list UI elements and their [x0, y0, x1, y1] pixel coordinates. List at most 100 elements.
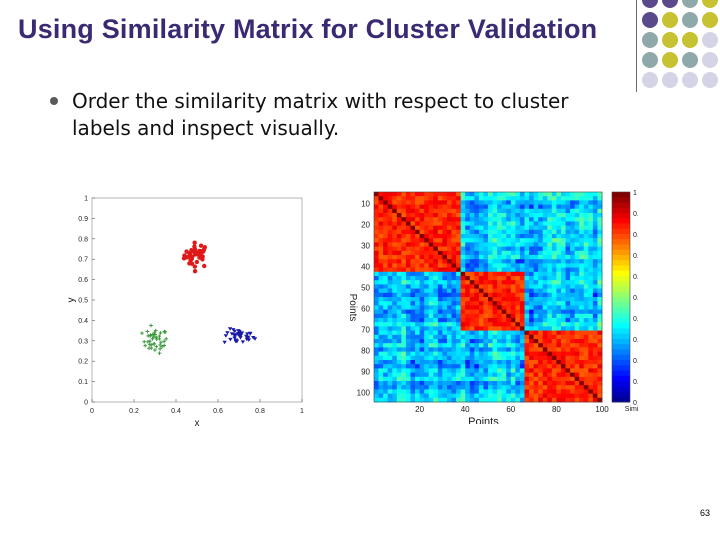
heatmap-cell — [446, 368, 452, 373]
heatmap-cell — [574, 301, 580, 306]
heatmap-cell — [469, 200, 475, 205]
heatmap-cell — [428, 393, 434, 399]
deco-dot — [662, 52, 678, 68]
heatmap-cell — [492, 389, 498, 394]
heatmap-cell — [428, 318, 434, 323]
colorbar-segment — [612, 260, 630, 266]
heatmap-cell — [465, 313, 471, 319]
heatmap-cell — [588, 284, 594, 289]
heatmap-cell — [565, 255, 571, 260]
heatmap-cell — [419, 397, 425, 403]
heatmap-cell — [547, 318, 553, 323]
heatmap-cell — [519, 393, 525, 399]
heatmap-cell — [442, 225, 448, 231]
heatmap-cell — [478, 217, 484, 222]
heatmap-cell — [560, 343, 566, 348]
heatmap-cell — [524, 309, 530, 315]
heatmap-cell — [405, 393, 411, 399]
heatmap-cell — [387, 322, 393, 327]
heatmap-cell — [465, 368, 471, 373]
heatmap-cell — [488, 305, 493, 310]
heatmap-cell — [387, 276, 393, 281]
heatmap-cell — [574, 271, 580, 277]
heatmap-cell — [488, 213, 493, 218]
heatmap-cell — [570, 255, 576, 260]
heatmap-cell — [533, 196, 539, 201]
heatmap-cell — [433, 385, 439, 390]
heatmap-cell — [392, 347, 398, 352]
heatmap-cell — [570, 284, 576, 289]
heatmap-cell — [428, 368, 434, 373]
heatmap-cell — [592, 204, 598, 210]
heatmap-cell — [446, 347, 452, 352]
heatmap-cell — [465, 259, 471, 264]
heatmap-cell — [570, 263, 576, 268]
heatmap-cell — [524, 355, 530, 361]
heatmap-cell — [456, 221, 462, 226]
colorbar-segment — [612, 386, 630, 392]
heatmap-cell — [378, 355, 384, 361]
heatmap-cell — [474, 271, 480, 277]
heatmap-cell — [437, 255, 443, 260]
heatmap-cell — [597, 292, 603, 298]
heatmap-cell — [483, 213, 489, 218]
heatmap-cell — [597, 192, 603, 197]
heatmap-cell — [424, 339, 430, 344]
heatmap-cell — [437, 334, 443, 340]
heatmap-cell — [456, 213, 462, 218]
heatmap-cell — [551, 351, 557, 357]
heatmap-cell — [433, 313, 439, 319]
heatmap-cell — [524, 242, 530, 247]
heatmap-cell — [465, 347, 471, 352]
heatmap-cell — [579, 313, 585, 319]
heatmap-cell — [592, 360, 598, 365]
heatmap-cell — [529, 381, 534, 386]
heatmap-cell — [415, 229, 420, 235]
heatmap-cell — [405, 385, 411, 390]
heatmap-cell — [474, 343, 480, 348]
heatmap-cell — [401, 301, 407, 306]
heatmap-cell — [597, 393, 603, 399]
heatmap-cell — [469, 255, 475, 260]
deco-dot — [702, 0, 718, 8]
heatmap-cell — [478, 221, 484, 226]
y-tick-label: 0.1 — [78, 379, 88, 386]
heatmap-cell — [579, 238, 585, 243]
heatmap-cell — [419, 225, 425, 231]
heatmap-cell — [419, 330, 425, 336]
heatmap-cell — [510, 267, 516, 273]
heatmap-cell — [533, 322, 539, 327]
heatmap-cell — [465, 208, 471, 214]
heatmap-cell — [451, 242, 457, 247]
heatmap-cell — [592, 225, 598, 231]
heatmap-cell — [497, 364, 503, 369]
heatmap-cell — [451, 250, 457, 256]
heatmap-cell — [419, 334, 425, 340]
heatmap-cell — [392, 271, 398, 277]
heatmap-cell — [401, 389, 407, 394]
heatmap-cell — [560, 234, 566, 239]
heatmap-cell — [446, 351, 452, 357]
heatmap-cell — [497, 385, 503, 390]
heatmap-cell — [410, 397, 416, 403]
heatmap-cell — [396, 234, 402, 239]
heatmap-cell — [387, 326, 393, 331]
heatmap-cell — [497, 309, 503, 315]
heatmap-cell — [515, 263, 521, 268]
heatmap-cell — [524, 364, 530, 369]
heatmap-cell — [515, 389, 521, 394]
heatmap-cell — [483, 347, 489, 352]
heatmap-cell — [460, 297, 466, 302]
heatmap-cell — [387, 351, 393, 357]
heatmap-cell — [378, 238, 384, 243]
heatmap-cell — [488, 393, 493, 399]
heatmap-cell — [533, 263, 539, 268]
heatmap-cell — [538, 347, 544, 352]
heatmap-cell — [542, 376, 548, 382]
heatmap-cell — [451, 355, 457, 361]
deco-dot — [682, 0, 698, 8]
heatmap-cell — [428, 313, 434, 319]
heatmap-cell — [592, 250, 598, 256]
heatmap-cell — [560, 208, 566, 214]
heatmap-cell — [583, 217, 589, 222]
